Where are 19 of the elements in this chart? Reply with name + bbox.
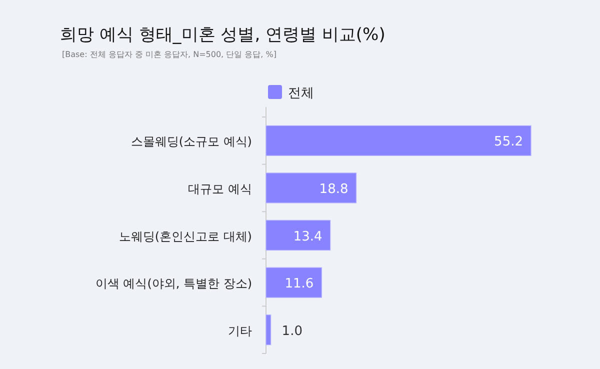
- legend: 전체: [268, 85, 314, 101]
- y-tick-label: 대규모 예식: [188, 182, 252, 196]
- bar: [266, 220, 331, 251]
- data-label: 13.4: [293, 229, 322, 244]
- text: [Base: 전체 응답자 중 미혼 응답자, N=500, 단일 응답, %]: [62, 50, 276, 59]
- y-tick-label: 이색 예식(야외, 특별한 장소): [95, 276, 252, 291]
- data-label: 55.2: [494, 134, 523, 150]
- data-label: 1.0: [282, 324, 302, 339]
- y-tick-label: 스몰웨딩(소규모 예식): [130, 134, 252, 149]
- bar: [266, 314, 272, 346]
- y-tick-label: 노웨딩(혼인신고로 대체): [118, 229, 252, 244]
- y-tick-label: 기타: [228, 324, 252, 338]
- bar: [266, 125, 532, 156]
- bar: [266, 172, 357, 204]
- chart-title: 희망 예식 형태_미혼 성별, 연령별 비교(%): [60, 25, 386, 45]
- bar: [266, 267, 322, 298]
- data-label: 11.6: [284, 276, 314, 292]
- legend-label: 전체: [288, 86, 314, 101]
- data-label: 18.8: [319, 182, 348, 197]
